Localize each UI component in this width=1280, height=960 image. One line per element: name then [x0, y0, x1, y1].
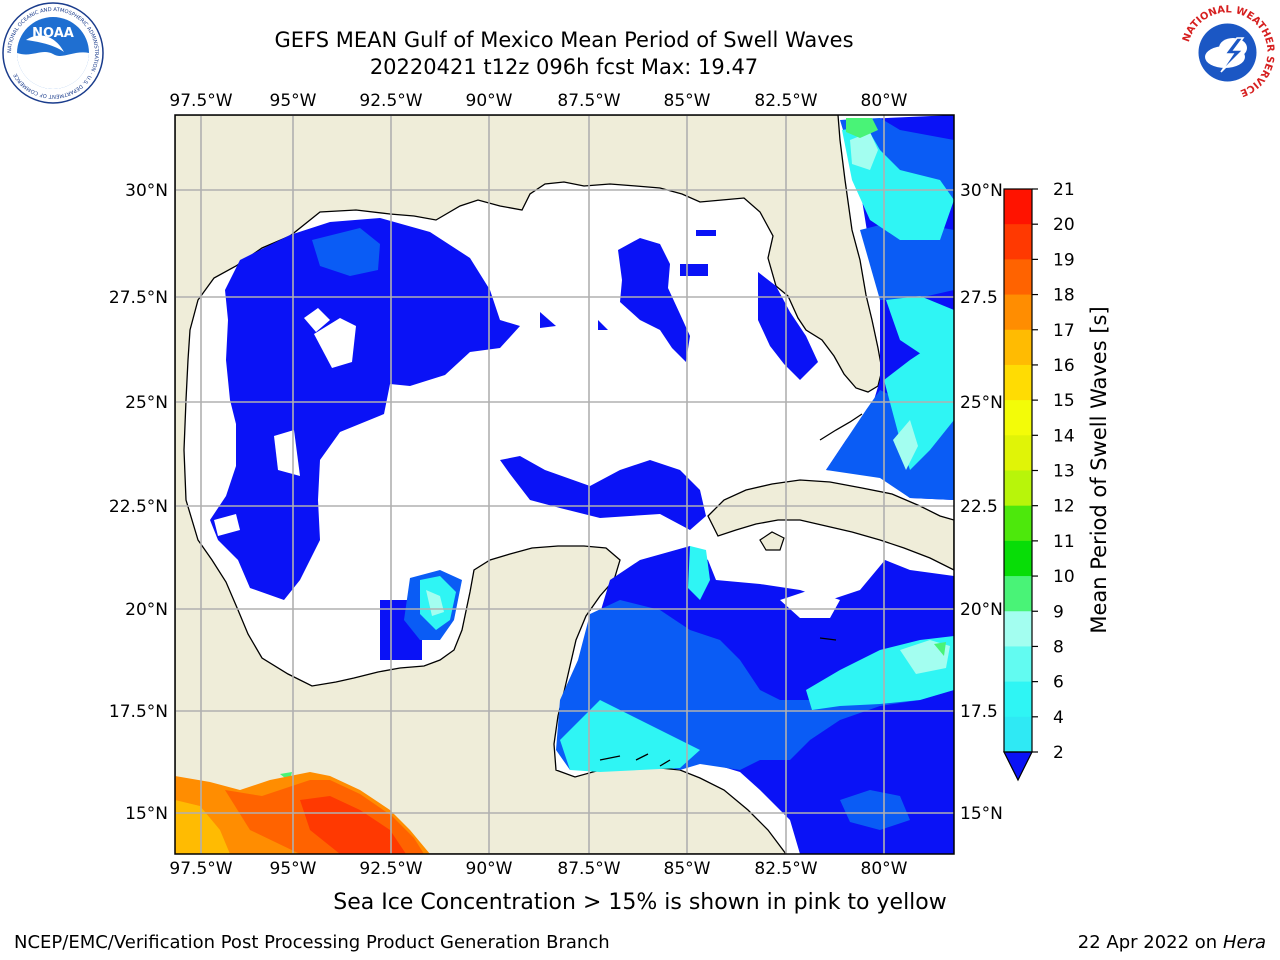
- lat-label-right: 20°N: [960, 600, 1003, 620]
- machine-name: Hera: [1222, 932, 1266, 953]
- lat-label-left: 20°N: [125, 600, 168, 620]
- colorbar-tick-label: 20: [1053, 215, 1075, 235]
- lon-label-bottom: 82.5°W: [754, 859, 817, 879]
- colorbar-tick-label: 8: [1053, 637, 1064, 657]
- swell-10-12s-region: [280, 118, 946, 782]
- land-cuba: [707, 479, 954, 571]
- colorbar-segment: [1004, 505, 1032, 542]
- lon-label-bottom: 90°W: [466, 859, 513, 879]
- run-date: 22 Apr 2022 on Hera: [1078, 932, 1266, 953]
- colorbar-tick-label: 14: [1053, 426, 1075, 446]
- colorbar-tick-label: 4: [1053, 708, 1064, 728]
- credit-line: NCEP/EMC/Verification Post Processing Pr…: [14, 932, 610, 953]
- lon-label-top: 80°W: [861, 91, 908, 111]
- colorbar-segment: [1004, 470, 1032, 507]
- lat-label-right: 15°N: [960, 804, 1003, 824]
- lat-label-right: 25°N: [960, 393, 1003, 413]
- run-date-text: 22 Apr 2022 on: [1077, 932, 1223, 953]
- colorbar-segment: [1004, 681, 1032, 718]
- colorbar-tick-label: 15: [1053, 391, 1075, 411]
- colorbar-segment: [1004, 576, 1032, 612]
- colorbar-tick-label: 21: [1053, 180, 1075, 200]
- colorbar-tick-label: 13: [1053, 462, 1075, 482]
- colorbar-tick-label: 12: [1053, 497, 1075, 517]
- lon-label-top: 87.5°W: [557, 91, 620, 111]
- lon-label-top: 82.5°W: [754, 91, 817, 111]
- lat-label-left: 22.5°N: [109, 497, 168, 517]
- colorbar-under-arrow: [1003, 751, 1033, 782]
- colorbar-tick-label: 9: [1053, 602, 1064, 622]
- lat-label-right: 22.5: [960, 497, 998, 517]
- colorbar-segment: [1004, 400, 1032, 436]
- lon-label-bottom: 97.5°W: [169, 859, 232, 879]
- colorbar-tick-label: 16: [1053, 356, 1075, 376]
- colorbar-tick-label: 10: [1053, 567, 1075, 587]
- lat-label-right: 30°N: [960, 181, 1003, 201]
- lon-label-bottom: 80°W: [861, 859, 908, 879]
- lon-label-bottom: 87.5°W: [557, 859, 620, 879]
- colorbar-tick-label: 17: [1053, 321, 1075, 341]
- noaa-logo: NATIONAL OCEANIC AND ATMOSPHERIC ADMINIS…: [2, 2, 104, 104]
- colorbar-segment: [1004, 329, 1032, 366]
- colorbar: 21 20 19 18 17 16 15 14 13 12 11 10 9 8 6 4 2: [1003, 180, 1075, 782]
- colorbar-segment: [1004, 646, 1032, 683]
- colorbar-segment: [1004, 259, 1032, 296]
- nws-logo: NATIONAL WEATHER SERVICE: [1178, 3, 1277, 102]
- lat-label-right: 17.5: [960, 702, 998, 722]
- sea-ice-note: Sea Ice Concentration > 15% is shown in …: [333, 890, 947, 915]
- lon-label-bottom: 92.5°W: [359, 859, 422, 879]
- svg-text:NOAA: NOAA: [32, 26, 74, 41]
- map-frame: [174, 114, 955, 855]
- colorbar-tick-label: 19: [1053, 250, 1075, 270]
- lat-label-left: 15°N: [125, 804, 168, 824]
- map-gridlines: [175, 115, 954, 854]
- lon-label-top: 85°W: [664, 91, 711, 111]
- lon-label-bottom: 85°W: [664, 859, 711, 879]
- land-us-coast: [175, 115, 883, 854]
- colorbar-segment: [1004, 540, 1032, 577]
- lat-label-left: 30°N: [125, 181, 168, 201]
- lon-label-top: 95°W: [270, 91, 317, 111]
- colorbar-segment: [1004, 716, 1032, 753]
- colorbar-segment: [1004, 435, 1032, 471]
- lon-label-top: 92.5°W: [359, 91, 422, 111]
- map-subtitle: 20220421 t12z 096h fcst Max: 19.47: [369, 55, 759, 79]
- colorbar-label: Mean Period of Swell Waves [s]: [1087, 306, 1111, 633]
- colorbar-segment: [1004, 224, 1032, 260]
- lat-label-left: 27.5°N: [109, 288, 168, 308]
- lon-label-top: 97.5°W: [169, 91, 232, 111]
- map-title: GEFS MEAN Gulf of Mexico Mean Period of …: [274, 28, 854, 52]
- lat-label-right: 27.5: [960, 288, 998, 308]
- colorbar-segment: [1004, 189, 1032, 225]
- colorbar-segment: [1004, 364, 1032, 401]
- colorbar-segment: [1004, 611, 1032, 647]
- colorbar-segment: [1004, 294, 1032, 331]
- lat-label-left: 17.5°N: [109, 702, 168, 722]
- lon-label-top: 90°W: [466, 91, 513, 111]
- colorbar-tick-label: 2: [1053, 743, 1064, 763]
- colorbar-tick-label: 6: [1053, 673, 1064, 693]
- colorbar-tick-label: 11: [1053, 532, 1075, 552]
- colorbar-tick-label: 18: [1053, 286, 1075, 306]
- lon-label-bottom: 95°W: [270, 859, 317, 879]
- lat-label-left: 25°N: [125, 393, 168, 413]
